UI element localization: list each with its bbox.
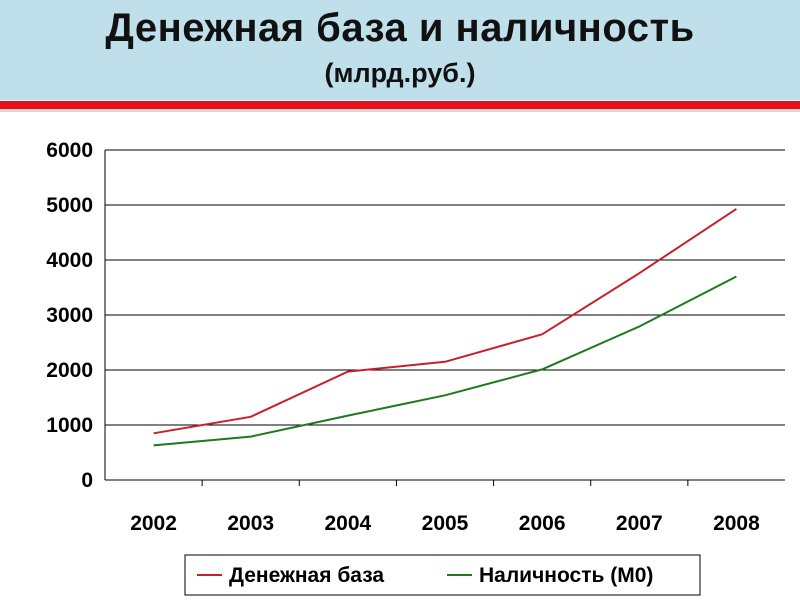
series-lines <box>153 208 737 447</box>
title-banner <box>0 0 800 100</box>
legend-label-2: Наличность (М0) <box>479 564 653 587</box>
chart-subtitle: (млрд.руб.) <box>324 58 476 88</box>
y-axis-ticks: 0 1000 2000 3000 4000 5000 6000 <box>46 139 93 492</box>
x-tick-label: 2007 <box>616 512 663 535</box>
axes <box>104 150 785 486</box>
x-tick-label: 2005 <box>422 512 469 535</box>
accent-divider-line <box>0 101 800 109</box>
legend-label-1: Денежная база <box>229 564 384 587</box>
x-tick-label: 2002 <box>130 512 177 535</box>
legend-box <box>184 554 701 596</box>
gridlines <box>105 149 785 426</box>
y-tick-label: 3000 <box>46 304 93 327</box>
y-tick-label: 0 <box>81 469 93 492</box>
y-tick-label: 5000 <box>46 194 93 217</box>
chart-title: Денежная база и наличность <box>105 6 695 50</box>
x-tick-label: 2004 <box>324 512 371 535</box>
x-tick-label: 2008 <box>713 512 760 535</box>
x-tick-label: 2003 <box>227 512 274 535</box>
y-tick-label: 2000 <box>46 359 93 382</box>
y-tick-label: 6000 <box>46 139 93 162</box>
legend: Денежная база Наличность (М0) <box>184 554 701 596</box>
x-tick-label: 2006 <box>519 512 566 535</box>
y-tick-label: 1000 <box>46 414 93 437</box>
series-line-1 <box>153 208 737 435</box>
y-tick-label: 4000 <box>46 249 93 272</box>
divider-shadow <box>0 109 800 112</box>
series-line-2 <box>153 275 737 447</box>
x-axis-ticks: 2002 2003 2004 2005 2006 2007 2008 <box>130 512 760 535</box>
